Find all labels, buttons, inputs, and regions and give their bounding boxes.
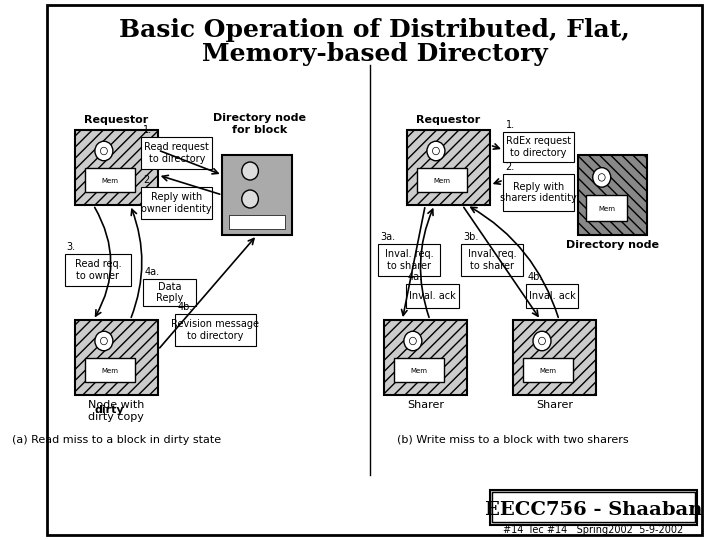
Text: Mem: Mem	[102, 368, 118, 374]
Text: Requestor: Requestor	[416, 115, 480, 125]
Text: Mem: Mem	[410, 368, 427, 374]
FancyBboxPatch shape	[503, 132, 574, 162]
Text: Node with
dirty copy: Node with dirty copy	[88, 400, 145, 422]
Text: 4a.: 4a.	[145, 267, 160, 277]
Circle shape	[242, 190, 258, 208]
Bar	[394, 357, 444, 381]
Bar	[586, 195, 627, 221]
Bar	[523, 357, 572, 381]
FancyBboxPatch shape	[378, 244, 440, 276]
Text: Inval. req.
to sharer: Inval. req. to sharer	[468, 249, 516, 271]
FancyBboxPatch shape	[65, 254, 131, 286]
Text: Directory node
for block: Directory node for block	[213, 113, 306, 135]
Text: (b) Write miss to a block with two sharers: (b) Write miss to a block with two share…	[397, 435, 629, 445]
Text: RdEx request
to directory: RdEx request to directory	[505, 136, 571, 158]
Circle shape	[242, 162, 258, 180]
FancyBboxPatch shape	[503, 174, 574, 211]
Bar	[492, 492, 695, 522]
Bar	[75, 320, 158, 395]
Text: Mem: Mem	[102, 178, 118, 184]
Text: Reply with
sharers identity: Reply with sharers identity	[500, 181, 577, 203]
Text: 2.: 2.	[143, 175, 153, 185]
Text: 3a.: 3a.	[380, 232, 395, 242]
Bar	[384, 320, 467, 395]
Text: 4b.: 4b.	[177, 302, 192, 312]
Text: EECC756 - Shaaban: EECC756 - Shaaban	[485, 501, 702, 519]
Bar	[85, 167, 135, 192]
Text: Directory node: Directory node	[566, 240, 659, 250]
Text: Data
Reply: Data Reply	[156, 282, 183, 303]
Text: dirty: dirty	[94, 405, 124, 415]
Text: 3.: 3.	[66, 242, 76, 252]
Bar	[230, 215, 284, 230]
Circle shape	[95, 331, 113, 351]
Text: 4a.: 4a.	[408, 272, 423, 282]
FancyBboxPatch shape	[526, 284, 578, 308]
Text: Sharer: Sharer	[407, 400, 444, 410]
Text: (a) Read miss to a block in dirty state: (a) Read miss to a block in dirty state	[12, 435, 221, 445]
Bar	[577, 155, 647, 235]
Circle shape	[95, 141, 113, 161]
FancyBboxPatch shape	[141, 187, 212, 219]
Text: Inval. ack: Inval. ack	[409, 291, 456, 301]
Bar	[75, 130, 158, 205]
Circle shape	[433, 147, 439, 155]
Bar	[417, 167, 467, 192]
Text: 1.: 1.	[505, 120, 515, 130]
Text: Mem: Mem	[539, 368, 557, 374]
Text: Inval. req.
to sharer: Inval. req. to sharer	[385, 249, 433, 271]
FancyBboxPatch shape	[141, 137, 212, 169]
Text: Mem: Mem	[433, 178, 450, 184]
Circle shape	[533, 331, 551, 351]
Text: Sharer: Sharer	[536, 400, 573, 410]
Circle shape	[598, 174, 606, 181]
FancyBboxPatch shape	[406, 284, 459, 308]
Text: Memory-based Directory: Memory-based Directory	[202, 42, 547, 66]
Text: Requestor: Requestor	[84, 115, 148, 125]
Circle shape	[593, 167, 611, 187]
Circle shape	[410, 338, 416, 345]
FancyBboxPatch shape	[462, 244, 523, 276]
FancyBboxPatch shape	[176, 314, 256, 346]
Bar	[490, 490, 698, 525]
Text: 4b.: 4b.	[528, 272, 543, 282]
Text: 3b.: 3b.	[463, 232, 479, 242]
Text: Reply with
owner identity: Reply with owner identity	[141, 192, 212, 214]
Circle shape	[539, 338, 546, 345]
Text: Inval. ack: Inval. ack	[528, 291, 575, 301]
Text: Mem: Mem	[598, 206, 615, 212]
Text: Read req.
to owner: Read req. to owner	[75, 259, 121, 281]
Circle shape	[100, 147, 107, 155]
Circle shape	[427, 141, 445, 161]
FancyBboxPatch shape	[143, 279, 196, 306]
Text: 2.: 2.	[505, 162, 515, 172]
Bar	[222, 155, 292, 235]
Text: #14  lec #14   Spring2002  5-9-2002: #14 lec #14 Spring2002 5-9-2002	[503, 525, 683, 535]
Text: Read request
to directory: Read request to directory	[144, 142, 210, 164]
Bar	[85, 357, 135, 381]
Bar	[407, 130, 490, 205]
Text: 1.: 1.	[143, 125, 152, 135]
Text: Basic Operation of Distributed, Flat,: Basic Operation of Distributed, Flat,	[120, 18, 630, 42]
Circle shape	[404, 331, 422, 351]
Circle shape	[100, 338, 107, 345]
Bar	[513, 320, 596, 395]
Text: Revision message
to directory: Revision message to directory	[171, 319, 259, 341]
